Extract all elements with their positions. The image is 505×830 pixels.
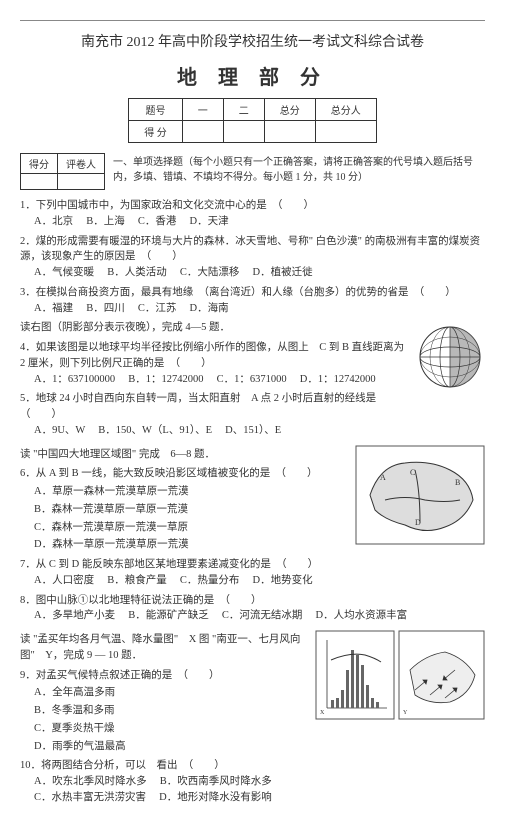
- q7-optA: A．人口密度: [34, 575, 94, 586]
- q3-optA: A．福建: [34, 303, 73, 314]
- q3-optC: C．江苏: [138, 303, 177, 314]
- marker-cell: 评卷人: [58, 154, 105, 174]
- q5-optA: A．9U、W: [34, 425, 85, 436]
- q10-optC: C．水热丰富无洪涝灾害: [34, 792, 146, 803]
- score-cell: 得 分: [129, 121, 183, 143]
- svg-text:C: C: [410, 468, 415, 477]
- q9-optC: C．夏季炎热干燥: [34, 721, 485, 737]
- globe-figure: [415, 322, 485, 392]
- q4-optD: D．1：12742000: [300, 374, 376, 385]
- question-8: 8．图中山脉①以北地理特征说法正确的是 （ ） A．多旱地产小麦 B．能源矿产缺…: [20, 593, 485, 625]
- q4-optC: C．1：6371000: [217, 374, 287, 385]
- question-10: 10．将两图结合分析，可以 看出 （ ） A．吹东北季风时降水多 B．吹西南季风…: [20, 758, 485, 805]
- q8-optB: B．能源矿产缺乏: [128, 610, 209, 621]
- section-instruction: 一、单项选择题（每个小题只有一个正确答案，请将正确答案的代号填入题后括号内，多填…: [113, 153, 485, 183]
- q7-optD: D．地势变化: [253, 575, 313, 586]
- q9-optD: D．雨季的气温最高: [34, 739, 485, 755]
- question-3: 3．在模拟台商投资方面，最具有地缘 （离台湾近）和人缘（台胞多）的优势的省是 （…: [20, 285, 485, 317]
- q8-optD: D．人均水资源丰富: [316, 610, 408, 621]
- q5-optB: B．150、W（L、91）、E: [98, 425, 212, 436]
- svg-text:D: D: [415, 518, 421, 527]
- q8-stem: 8．图中山脉①以北地理特征说法正确的是 （ ）: [20, 593, 485, 609]
- q7-stem: 7．从 C 到 D 能反映东部地区某地理要素递减变化的是 （ ）: [20, 557, 485, 573]
- svg-text:X: X: [320, 710, 325, 716]
- marker-cell: [21, 174, 58, 190]
- score-table: 题号 一 二 总分 总分人 得 分: [128, 98, 377, 143]
- q4-optA: A．1：637100000: [34, 374, 115, 385]
- q5-stem: 5．地球 24 小时自西向东自转一周，当太阳直射 A 点 2 小时后直射的经线是…: [20, 391, 485, 423]
- score-cell: 二: [223, 99, 264, 121]
- q2-optB: B．人类活动: [107, 267, 167, 278]
- q3-optB: B．四川: [86, 303, 125, 314]
- q3-optD: D．海南: [190, 303, 229, 314]
- q1-optB: B．上海: [86, 216, 125, 227]
- score-cell: 题号: [129, 99, 183, 121]
- q1-optD: D．天津: [190, 216, 229, 227]
- score-cell: [182, 121, 223, 143]
- score-cell: 总分人: [315, 99, 376, 121]
- q2-optA: A．气候变暖: [34, 267, 94, 278]
- geo-section-title: 地 理 部 分: [20, 61, 485, 90]
- score-cell: [223, 121, 264, 143]
- china-map-figure: A B C D: [355, 445, 485, 545]
- q5-optC: D、151）、E: [225, 425, 281, 436]
- top-rule: [20, 20, 485, 21]
- climate-wind-figure: X Y: [315, 630, 485, 720]
- question-7: 7．从 C 到 D 能反映东部地区某地理要素递减变化的是 （ ） A．人口密度 …: [20, 557, 485, 589]
- q10-stem: 10．将两图结合分析，可以 看出 （ ）: [20, 758, 485, 774]
- q10-optB: B．吹西南季风时降水多: [160, 776, 272, 787]
- q8-optA: A．多旱地产小麦: [34, 610, 115, 621]
- q1-stem: 1．下列中国城市中，为国家政治和文化交流中心的是 （ ）: [20, 198, 485, 214]
- q7-optC: C．热量分布: [180, 575, 240, 586]
- q2-optC: C．大陆漂移: [180, 267, 240, 278]
- q8-optC: C．河流无结冰期: [222, 610, 303, 621]
- q2-stem: 2．煤的形成需要有暖湿的环境与大片的森林．冰天雪地、号称" 白色沙漠" 的南极洲…: [20, 234, 485, 266]
- marker-table: 得分 评卷人: [20, 153, 105, 190]
- q10-optA: A．吹东北季风时降水多: [34, 776, 147, 787]
- q4-optB: B．1：12742000: [128, 374, 203, 385]
- page-title: 南充市 2012 年高中阶段学校招生统一考试文科综合试卷: [20, 31, 485, 51]
- question-2: 2．煤的形成需要有暖湿的环境与大片的森林．冰天雪地、号称" 白色沙漠" 的南极洲…: [20, 234, 485, 281]
- svg-text:B: B: [455, 478, 460, 487]
- score-cell: [315, 121, 376, 143]
- q1-optC: C．香港: [138, 216, 177, 227]
- score-cell: 一: [182, 99, 223, 121]
- svg-text:A: A: [380, 473, 386, 482]
- marker-cell: [58, 174, 105, 190]
- question-5: 5．地球 24 小时自西向东自转一周，当太阳直射 A 点 2 小时后直射的经线是…: [20, 391, 485, 438]
- q10-optD: D．地形对降水没有影响: [159, 792, 272, 803]
- score-cell: 总分: [264, 99, 315, 121]
- q1-optA: A．北京: [34, 216, 73, 227]
- instruction-row: 得分 评卷人 一、单项选择题（每个小题只有一个正确答案，请将正确答案的代号填入题…: [20, 153, 485, 190]
- question-1: 1．下列中国城市中，为国家政治和文化交流中心的是 （ ） A．北京 B．上海 C…: [20, 198, 485, 230]
- q3-stem: 3．在模拟台商投资方面，最具有地缘 （离台湾近）和人缘（台胞多）的优势的省是 （…: [20, 285, 485, 301]
- score-cell: [264, 121, 315, 143]
- q2-optD: D．植被迁徙: [253, 267, 313, 278]
- marker-cell: 得分: [21, 154, 58, 174]
- svg-text:Y: Y: [403, 710, 408, 716]
- q7-optB: B．粮食产量: [107, 575, 167, 586]
